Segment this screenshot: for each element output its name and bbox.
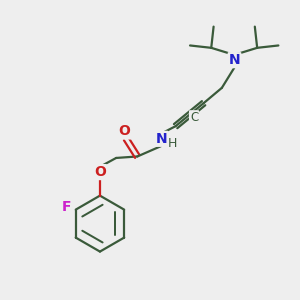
Text: O: O bbox=[94, 165, 106, 179]
Text: H: H bbox=[168, 137, 177, 150]
Text: O: O bbox=[119, 124, 130, 138]
Text: F: F bbox=[61, 200, 71, 214]
Text: N: N bbox=[229, 53, 240, 67]
Text: N: N bbox=[156, 132, 167, 146]
Text: C: C bbox=[190, 111, 198, 124]
